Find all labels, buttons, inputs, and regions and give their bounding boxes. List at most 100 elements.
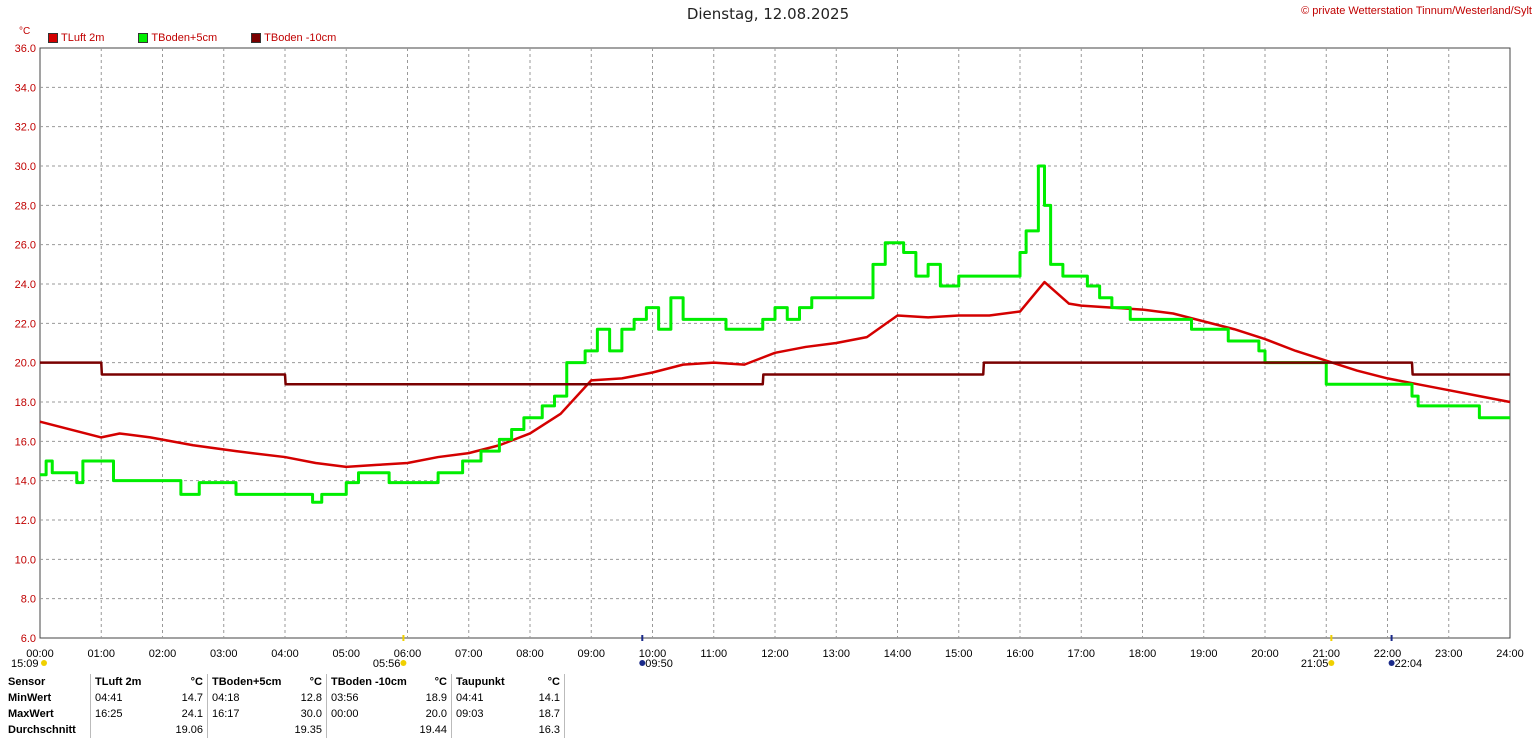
copyright-text: © private Wetterstation Tinnum/Westerlan… xyxy=(1301,5,1532,17)
page-title: Dienstag, 12.08.2025 xyxy=(686,5,850,23)
temperature-chart: 6.0 8.0 10.0 12.0 14.0 16.0 18.0 20.0 22.0 24.0 26… xyxy=(11,43,1524,670)
x-tick-label: 24:00 xyxy=(1496,648,1524,660)
x-tick-label: 05:00 xyxy=(332,648,360,660)
stats-header-sensor: Sensor xyxy=(8,676,46,688)
x-tick-label: 00:00 xyxy=(26,648,54,660)
series-line-tboden5 xyxy=(40,164,1510,504)
stats-cell: 19.35 xyxy=(294,724,322,736)
stats-cell: 12.8 xyxy=(300,692,322,704)
stats-cell: 00:00 xyxy=(326,706,415,722)
stats-cell: 18.7 xyxy=(520,706,565,722)
stats-cell: 24.1 xyxy=(181,708,203,720)
stats-header-tboden10-unit: °C xyxy=(434,676,447,688)
x-tick-label: 20:00 xyxy=(1251,648,1279,660)
legend-label-tboden10: TBoden -10cm xyxy=(264,32,337,44)
x-tick-label: 11:00 xyxy=(700,648,727,660)
y-tick-label: 12.0 xyxy=(15,515,36,527)
stats-table: Sensor TLuft 2m °C TBoden+5cm °C TBoden … xyxy=(4,674,565,738)
stats-cell: 19.44 xyxy=(419,724,447,736)
x-tick-label: 14:00 xyxy=(884,648,912,660)
y-unit-label: °C xyxy=(19,26,31,37)
x-tick-label: 21:00 xyxy=(1312,648,1340,660)
stats-row-max: MaxWert 16:25 24.1 16:17 30.0 00:00 20.0… xyxy=(4,706,565,722)
x-tick-label: 13:00 xyxy=(822,648,850,660)
y-tick-label: 6.0 xyxy=(21,633,36,645)
stats-cell: 14.7 xyxy=(181,692,203,704)
series-line-tluft xyxy=(39,280,1511,469)
day-start-dot xyxy=(41,660,47,666)
stats-cell: 20.0 xyxy=(425,708,447,720)
stats-header-tboden5-unit: °C xyxy=(309,676,322,688)
x-tick-label: 04:00 xyxy=(271,648,299,660)
stats-header-taupunkt: Taupunkt xyxy=(451,674,520,690)
stats-header-row: Sensor TLuft 2m °C TBoden+5cm °C TBoden … xyxy=(4,674,565,690)
x-tick-label: 07:00 xyxy=(455,648,483,660)
stats-cell xyxy=(207,722,288,738)
y-tick-label: 36.0 xyxy=(15,43,36,55)
stats-row-label: MinWert xyxy=(8,692,52,704)
y-tick-label: 26.0 xyxy=(15,240,36,252)
marker-dot-moonrise xyxy=(1388,660,1395,666)
marker-label-sunrise: 05:56 xyxy=(373,658,401,670)
y-tick-label: 16.0 xyxy=(15,436,36,448)
marker-dot-sunrise xyxy=(400,660,407,666)
legend-item-tluft: TLuft 2m xyxy=(48,32,104,44)
stats-cell: 03:56 xyxy=(326,690,415,706)
x-tick-label: 16:00 xyxy=(1006,648,1034,660)
stats-cell xyxy=(326,722,415,738)
x-tick-label: 22:00 xyxy=(1374,648,1402,660)
x-tick-label: 10:00 xyxy=(639,648,667,660)
stats-cell: 14.1 xyxy=(520,690,565,706)
stats-header-tboden10: TBoden -10cm xyxy=(326,674,415,690)
legend-swatch-tluft xyxy=(48,33,58,43)
stats-header-tluft-unit: °C xyxy=(190,676,203,688)
stats-header-tluft: TLuft 2m xyxy=(90,674,159,690)
marker-label-moonset: 09:50 xyxy=(645,658,673,670)
stats-cell: 09:03 xyxy=(451,706,520,722)
chart-legend: TLuft 2m TBoden+5cm TBoden -10cm xyxy=(48,32,370,44)
x-tick-label: 15:00 xyxy=(945,648,973,660)
series-line-tboden10 xyxy=(40,361,1510,386)
x-tick-label: 18:00 xyxy=(1129,648,1157,660)
x-tick-label: 23:00 xyxy=(1435,648,1463,660)
y-tick-label: 24.0 xyxy=(15,279,36,291)
y-tick-label: 34.0 xyxy=(15,82,36,94)
y-tick-label: 22.0 xyxy=(15,318,36,330)
stats-row-avg: Durchschnitt 19.06 19.35 19.44 16.3 xyxy=(4,722,565,738)
stats-row-label: MaxWert xyxy=(8,708,54,720)
stats-cell: 04:41 xyxy=(90,690,159,706)
x-tick-label: 08:00 xyxy=(516,648,544,660)
marker-dot-sunset xyxy=(1328,660,1335,666)
stats-cell: 19.06 xyxy=(175,724,203,736)
x-tick-label: 12:00 xyxy=(761,648,789,660)
legend-swatch-tboden5 xyxy=(138,33,149,43)
x-tick-label: 03:00 xyxy=(210,648,238,660)
day-start-label: 15:09 xyxy=(11,658,39,670)
legend-label-tluft: TLuft 2m xyxy=(61,32,105,44)
y-tick-label: 28.0 xyxy=(15,200,36,212)
legend-swatch-tboden10 xyxy=(251,33,262,43)
legend-item-tboden5: TBoden+5cm xyxy=(138,32,217,44)
stats-cell xyxy=(90,722,159,738)
x-tick-label: 06:00 xyxy=(394,648,422,660)
stats-cell xyxy=(451,722,520,738)
y-tick-label: 30.0 xyxy=(15,161,36,173)
legend-item-tboden10: TBoden -10cm xyxy=(251,32,336,44)
x-tick-label: 02:00 xyxy=(149,648,177,660)
y-tick-label: 8.0 xyxy=(21,594,36,606)
legend-label-tboden5: TBoden+5cm xyxy=(151,32,218,44)
stats-cell: 16.3 xyxy=(520,722,565,738)
stats-row-label: Durchschnitt xyxy=(8,724,76,736)
x-tick-label: 09:00 xyxy=(577,648,605,660)
stats-header-tboden5: TBoden+5cm xyxy=(207,674,288,690)
stats-row-min: MinWert 04:41 14.7 04:18 12.8 03:56 18.9… xyxy=(4,690,565,706)
stats-cell: 16:25 xyxy=(90,706,159,722)
y-tick-label: 14.0 xyxy=(15,476,36,488)
stats-cell: 30.0 xyxy=(300,708,322,720)
marker-dot-moonset xyxy=(639,660,646,666)
stats-cell: 18.9 xyxy=(425,692,447,704)
marker-label-sunset: 21:05 xyxy=(1301,658,1329,670)
stats-cell: 16:17 xyxy=(207,706,288,722)
y-tick-label: 32.0 xyxy=(15,122,36,134)
y-tick-label: 18.0 xyxy=(15,397,36,409)
